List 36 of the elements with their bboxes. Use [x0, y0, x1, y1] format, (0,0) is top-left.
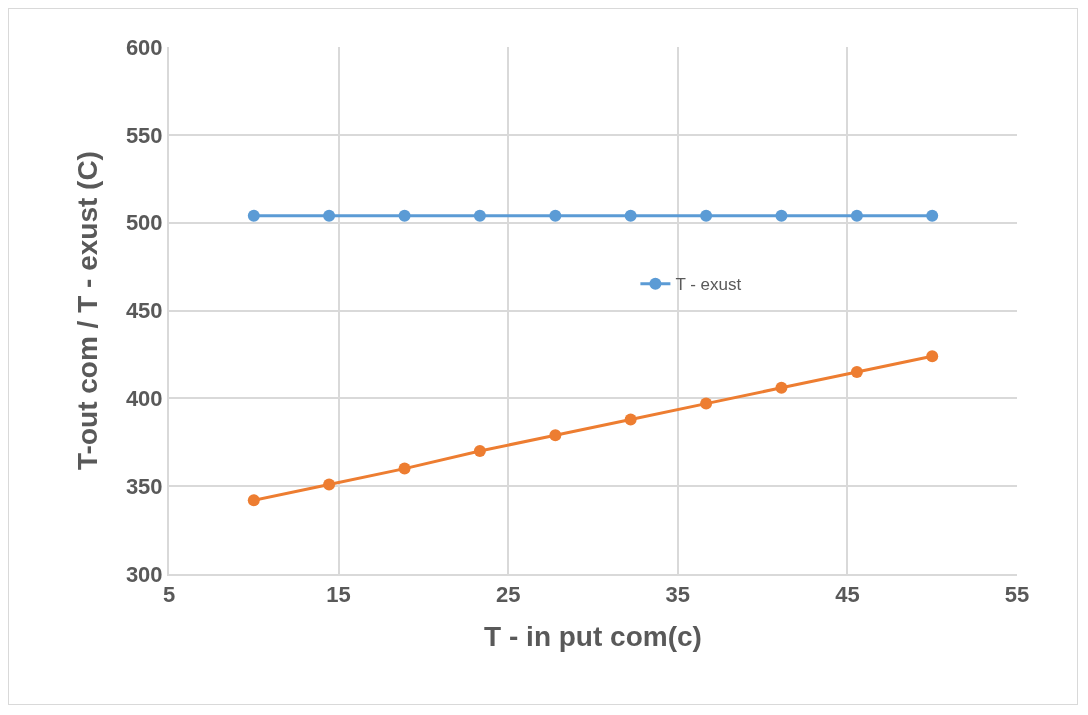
y-tick-label: 550	[125, 122, 163, 148]
point	[775, 381, 788, 394]
point	[247, 209, 260, 222]
point	[398, 209, 411, 222]
x-tick-label: 15	[326, 582, 351, 608]
y-tick-label: 500	[125, 210, 163, 236]
point	[473, 209, 486, 222]
y-tick-label: 300	[125, 561, 163, 587]
point	[473, 445, 486, 458]
legend-label: T - exust	[675, 275, 742, 295]
y-axis-title: T-out com / T - exust (C)	[72, 151, 104, 470]
x-tick-label: 55	[1004, 582, 1030, 608]
point	[700, 209, 713, 222]
point	[926, 209, 939, 222]
x-tick-label: 35	[665, 582, 691, 608]
y-tick-label: 600	[125, 34, 163, 60]
point	[700, 397, 713, 410]
point	[926, 350, 939, 363]
point	[624, 413, 637, 426]
point	[323, 478, 336, 491]
x-tick-label: 5	[162, 582, 176, 608]
y-tick-label: 400	[125, 386, 163, 412]
point	[624, 209, 637, 222]
point	[398, 462, 411, 475]
point	[775, 209, 788, 222]
y-tick-label: 350	[125, 473, 163, 499]
point	[850, 209, 863, 222]
point	[549, 209, 562, 222]
x-tick-label: 45	[835, 582, 860, 608]
point	[247, 494, 260, 507]
y-tick-label: 450	[125, 298, 163, 324]
point	[850, 365, 863, 378]
point	[323, 209, 336, 222]
x-axis-title: T - in put com(c)	[484, 621, 702, 652]
point	[549, 429, 562, 442]
x-tick-label: 25	[495, 582, 521, 608]
